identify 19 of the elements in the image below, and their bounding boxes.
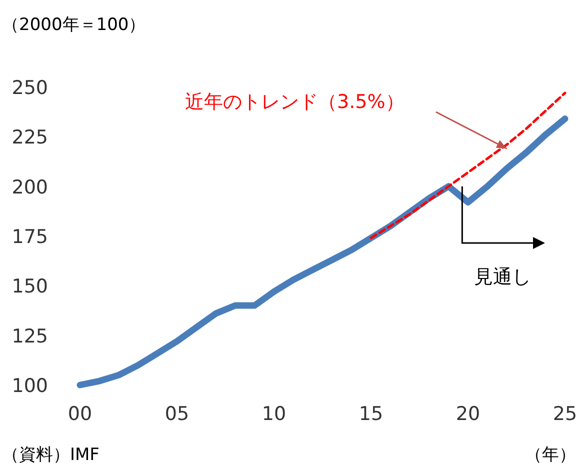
y-tick-label: 100 [12,375,48,397]
y-tick-label: 250 [12,77,48,99]
y-tick-label: 125 [12,325,48,348]
x-tick-label: 15 [358,403,384,425]
x-tick-label: 20 [456,403,480,425]
x-tick-label: 00 [68,403,92,425]
y-tick-label: 175 [12,226,48,248]
text: （資料）IMF [2,445,100,465]
chart-title: （2000年＝100） [2,15,146,35]
y-tick-label: 200 [12,176,48,198]
annotation: 見通し [474,266,531,288]
y-tick-label: 225 [12,126,48,149]
note-trend: 近年のトレンド（3.5%） [185,91,508,150]
x-tick-label: 25 [552,403,578,425]
annotation: 近年のトレンド（3.5%） [185,91,404,113]
x-tick-label: 05 [164,403,190,425]
y-tick-label: 150 [12,276,48,298]
x-axis-title: （年） [525,445,576,465]
x-tick-label: 10 [262,403,286,425]
